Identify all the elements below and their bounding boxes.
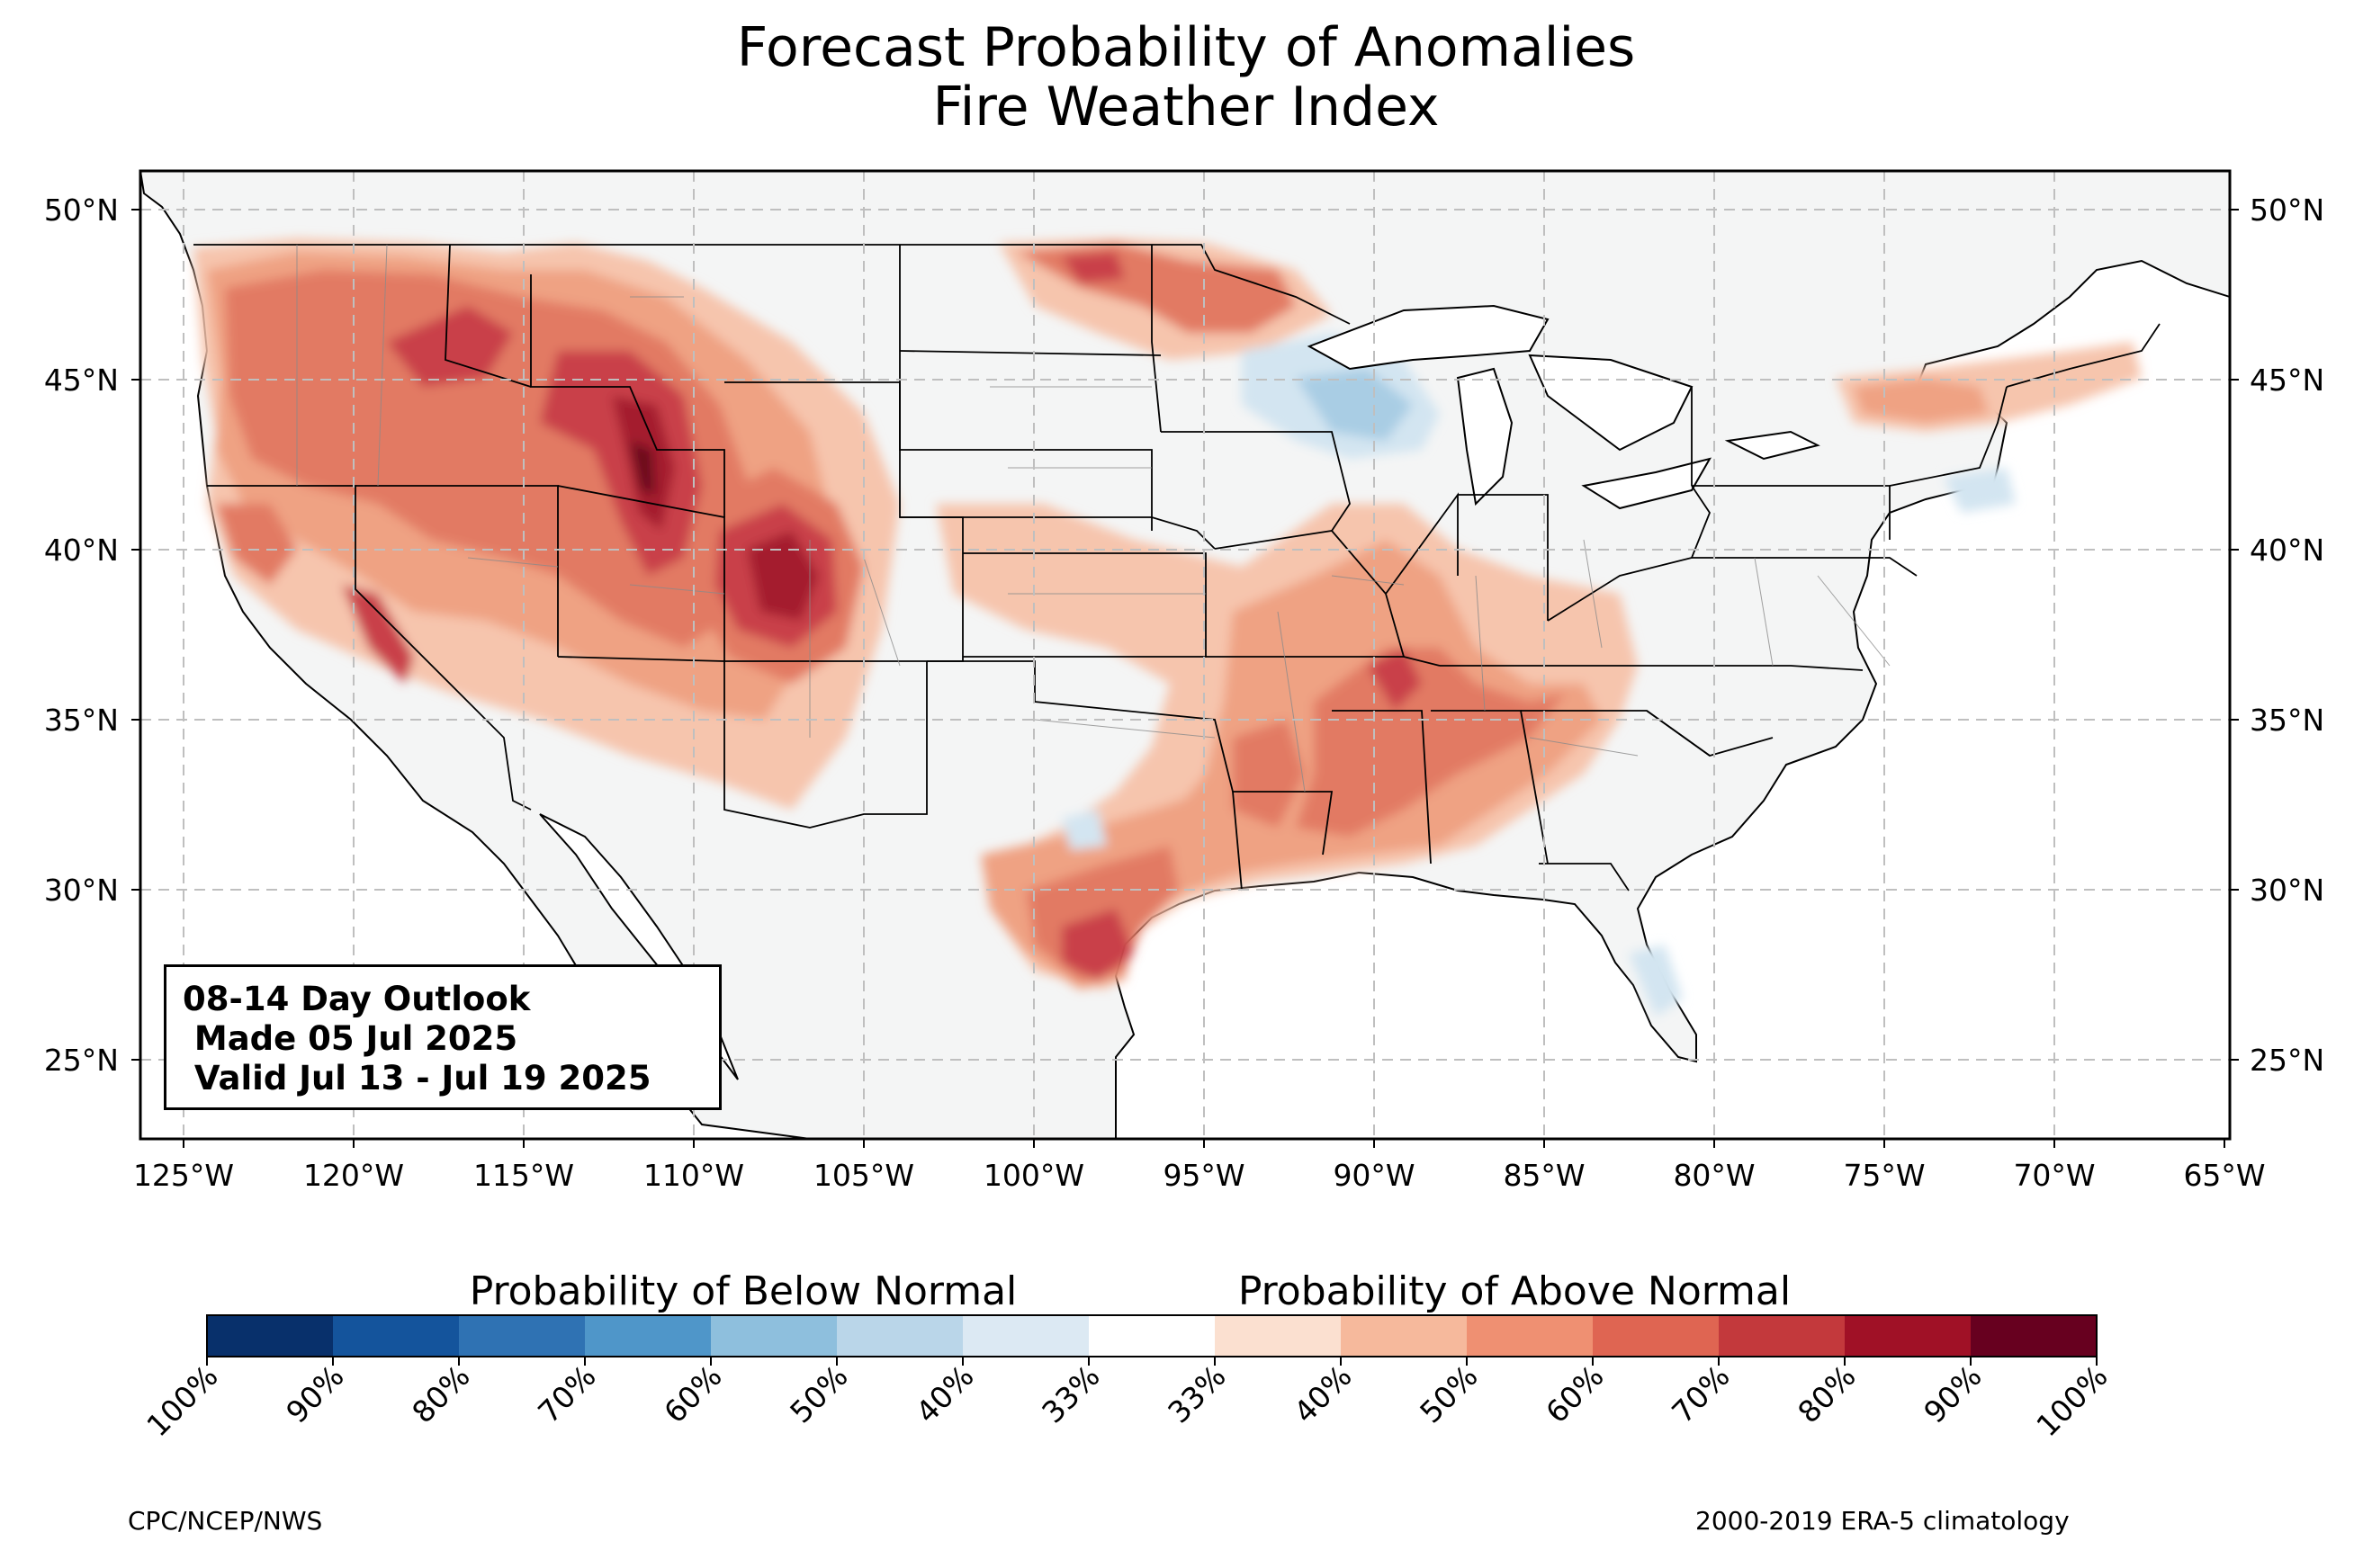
lat-label: 45°N bbox=[44, 363, 119, 398]
colorbar-tick-label: 40% bbox=[1287, 1358, 1358, 1429]
gridlines bbox=[140, 171, 2230, 1139]
colorbar-cell bbox=[1593, 1315, 1720, 1357]
colorbar-cell bbox=[585, 1315, 712, 1357]
colorbar-below-title: Probability of Below Normal bbox=[470, 1268, 1018, 1314]
colorbar-cell bbox=[711, 1315, 838, 1357]
lon-label: 65°W bbox=[2183, 1158, 2265, 1193]
colorbar-cell bbox=[963, 1315, 1090, 1357]
colorbar-tick-label: 70% bbox=[1665, 1358, 1736, 1429]
colorbar-cell bbox=[1719, 1315, 1846, 1357]
lon-label: 105°W bbox=[813, 1158, 914, 1193]
colorbar-cell bbox=[1467, 1315, 1594, 1357]
lon-label: 70°W bbox=[2013, 1158, 2095, 1193]
lat-labels-right: 50°N 45°N 40°N 35°N 30°N 25°N bbox=[2250, 193, 2324, 1078]
colorbar-tick-label: 60% bbox=[1539, 1358, 1610, 1429]
lon-labels: 125°W 120°W 115°W 110°W 105°W 100°W 95°W… bbox=[133, 1158, 2266, 1193]
climate-division-lines bbox=[296, 244, 1891, 793]
outlook-made-date: Made 05 Jul 2025 bbox=[183, 1019, 518, 1058]
lon-label: 95°W bbox=[1163, 1158, 1244, 1193]
lon-label: 85°W bbox=[1503, 1158, 1585, 1193]
colorbar-cell bbox=[1845, 1315, 1972, 1357]
lon-label: 110°W bbox=[643, 1158, 744, 1193]
colorbar-cell bbox=[1089, 1315, 1216, 1357]
lat-label: 40°N bbox=[44, 533, 119, 568]
colorbar-tick-label: 50% bbox=[783, 1358, 854, 1429]
lat-labels-left: 50°N 45°N 40°N 35°N 30°N 25°N bbox=[44, 193, 119, 1078]
colorbar-tick-label: 40% bbox=[909, 1358, 980, 1429]
lon-label: 115°W bbox=[473, 1158, 574, 1193]
colorbar-cell bbox=[459, 1315, 586, 1357]
outlook-valid-range: Valid Jul 13 - Jul 19 2025 bbox=[183, 1059, 651, 1098]
colorbar-ticks: 100% 90% 80% 70% 60% 50% 40% 33% 33% 40% 50% 60% 70%… bbox=[139, 1357, 2115, 1443]
outlook-info-box: 08-14 Day Outlook Made 05 Jul 2025 Valid… bbox=[164, 964, 722, 1110]
colorbar-cell bbox=[837, 1315, 964, 1357]
lat-label: 30°N bbox=[44, 873, 119, 908]
lat-label: 35°N bbox=[2250, 703, 2324, 738]
colorbar-tick-label: 80% bbox=[405, 1358, 476, 1429]
outlook-period: 08-14 Day Outlook bbox=[183, 980, 531, 1018]
lat-label: 45°N bbox=[2250, 363, 2324, 398]
colorbar-tick-label: 33% bbox=[1035, 1358, 1106, 1429]
colorbar-tick-label: 90% bbox=[1917, 1358, 1988, 1429]
colorbar-tick-label: 70% bbox=[531, 1358, 602, 1429]
lon-label: 100°W bbox=[984, 1158, 1084, 1193]
map-frame bbox=[139, 169, 2232, 1141]
colorbar-above-title: Probability of Above Normal bbox=[1238, 1268, 1791, 1314]
colorbar-tick-label: 80% bbox=[1791, 1358, 1862, 1429]
lat-label: 35°N bbox=[44, 703, 119, 738]
lat-label: 50°N bbox=[44, 193, 119, 228]
colorbar-cell bbox=[1341, 1315, 1468, 1357]
footer-credit: CPC/NCEP/NWS bbox=[128, 1506, 323, 1536]
title-line-2: Fire Weather Index bbox=[932, 76, 1440, 139]
great-lakes bbox=[1307, 304, 1820, 510]
lat-label: 25°N bbox=[44, 1043, 119, 1078]
lat-label: 40°N bbox=[2250, 533, 2324, 568]
lon-label: 120°W bbox=[303, 1158, 404, 1193]
colorbar-cell bbox=[1215, 1315, 1342, 1357]
lon-label: 125°W bbox=[133, 1158, 234, 1193]
title-line-1: Forecast Probability of Anomalies bbox=[736, 16, 1636, 79]
colorbar-tick-label: 90% bbox=[279, 1358, 350, 1429]
axis-ticks bbox=[131, 209, 2239, 1148]
colorbar-cell bbox=[1971, 1315, 2098, 1357]
lon-label: 90°W bbox=[1333, 1158, 1415, 1193]
lat-label: 30°N bbox=[2250, 873, 2324, 908]
colorbar-frame bbox=[206, 1314, 2098, 1357]
colorbar-cell bbox=[333, 1315, 460, 1357]
lat-label: 25°N bbox=[2250, 1043, 2324, 1078]
colorbar-cell bbox=[207, 1315, 334, 1357]
colorbar-tick-label: 100% bbox=[139, 1358, 224, 1443]
colorbar-tick-label: 60% bbox=[657, 1358, 728, 1429]
lon-label: 75°W bbox=[1843, 1158, 1925, 1193]
colorbar bbox=[207, 1315, 2098, 1357]
colorbar-tick-label: 33% bbox=[1161, 1358, 1232, 1429]
footer-climatology: 2000-2019 ERA-5 climatology bbox=[1695, 1506, 2070, 1536]
colorbar-tick-label: 50% bbox=[1413, 1358, 1484, 1429]
lat-label: 50°N bbox=[2250, 193, 2324, 228]
lon-label: 80°W bbox=[1673, 1158, 1755, 1193]
colorbar-tick-label: 100% bbox=[2029, 1358, 2114, 1443]
state-boundaries bbox=[193, 244, 2161, 892]
